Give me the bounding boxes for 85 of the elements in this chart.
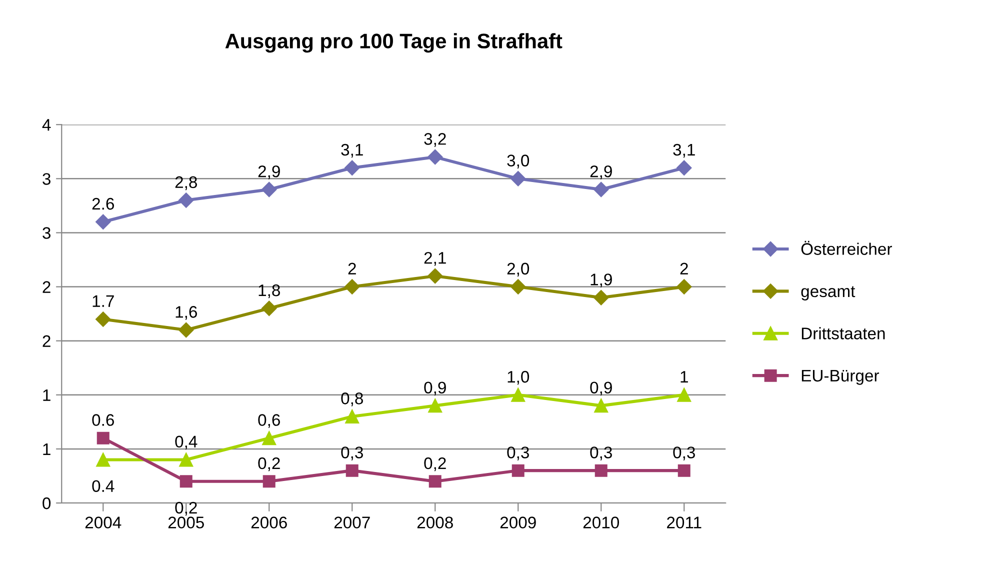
x-tick-label: 2010	[583, 516, 620, 528]
legend-label: Österreicher	[801, 240, 892, 255]
y-tick-label: 4	[42, 119, 51, 131]
y-tick-label: 3	[42, 173, 50, 185]
point	[180, 475, 192, 488]
point	[345, 410, 360, 424]
data-label: 0,3	[507, 446, 529, 460]
point	[96, 312, 111, 327]
data-label: 1.7	[92, 295, 114, 307]
data-label: 0,2	[175, 502, 197, 516]
y-tick-label: 1	[43, 389, 50, 401]
point	[344, 160, 360, 176]
point	[428, 475, 442, 488]
y-tick-label: 0	[42, 497, 51, 510]
data-label: 1,9	[590, 274, 612, 288]
data-label: 3,0	[507, 154, 530, 168]
data-label: 0,3	[341, 446, 363, 460]
point	[178, 322, 194, 338]
x-tick-label: 2007	[334, 516, 370, 528]
point	[262, 182, 277, 198]
data-label: 3,2	[424, 133, 446, 147]
x-tick-label: 2004	[85, 516, 122, 528]
y-tick-label: 1	[43, 444, 50, 455]
data-label: 0,2	[258, 457, 280, 472]
data-label: 0,3	[590, 446, 612, 460]
legend-label: EU-Bürger	[802, 370, 880, 385]
point	[510, 279, 526, 294]
data-label: 0,3	[673, 446, 695, 460]
data-label: 2,8	[175, 176, 197, 190]
x-tick-label: 2009	[500, 516, 536, 528]
x-tick-label: 2008	[417, 516, 453, 528]
data-label: 0,4	[175, 436, 198, 450]
data-label: 2,0	[507, 262, 530, 277]
data-label: 2	[348, 262, 356, 274]
point	[511, 388, 526, 402]
x-tick-label: 2006	[251, 516, 287, 528]
data-label: 2,9	[258, 165, 280, 180]
point	[262, 431, 276, 446]
data-label: 2,9	[590, 165, 612, 180]
y-tick-label: 3	[42, 227, 50, 239]
point	[96, 214, 111, 230]
data-label: 2,1	[424, 252, 446, 266]
x-tick-label: 2005	[168, 516, 204, 528]
data-label: 0,9	[424, 382, 446, 396]
point	[594, 398, 608, 413]
point	[428, 268, 443, 284]
point	[346, 464, 358, 477]
data-label: 0.4	[92, 480, 114, 492]
data-label: 2	[680, 262, 688, 274]
data-label: 1,6	[176, 306, 197, 320]
data-label: 3,1	[673, 144, 695, 158]
data-label: 0,2	[424, 457, 446, 472]
chart-title: Ausgang pro 100 Tage in Strafhaft	[225, 33, 562, 53]
point	[678, 464, 690, 477]
data-label: 0,8	[341, 392, 363, 406]
legend-label: Drittstaaten	[802, 327, 885, 340]
point	[512, 464, 524, 477]
point	[262, 475, 276, 488]
point	[676, 160, 692, 176]
point	[676, 279, 692, 294]
data-label: 0.6	[92, 414, 114, 426]
legend-label: gesamt	[801, 286, 856, 300]
data-label: 2.6	[92, 198, 114, 210]
point	[594, 290, 609, 306]
data-label: 1	[680, 371, 688, 383]
point	[510, 171, 526, 186]
point	[594, 464, 608, 477]
point	[594, 182, 609, 198]
point	[178, 192, 194, 208]
point	[344, 279, 360, 294]
data-label: 1,0	[508, 370, 530, 385]
data-label: 3,1	[341, 144, 363, 158]
data-label: 0,9	[590, 382, 612, 396]
point	[179, 452, 194, 467]
data-label: 0,6	[258, 414, 280, 428]
point	[262, 300, 277, 316]
point	[428, 149, 443, 165]
y-tick-label: 2	[42, 335, 50, 347]
point	[96, 432, 110, 444]
x-tick-label: 2011	[667, 516, 702, 528]
point	[677, 388, 692, 402]
point	[428, 398, 442, 413]
data-label: 1,8	[258, 284, 280, 298]
y-tick-label: 2	[42, 281, 50, 293]
point	[96, 452, 110, 467]
